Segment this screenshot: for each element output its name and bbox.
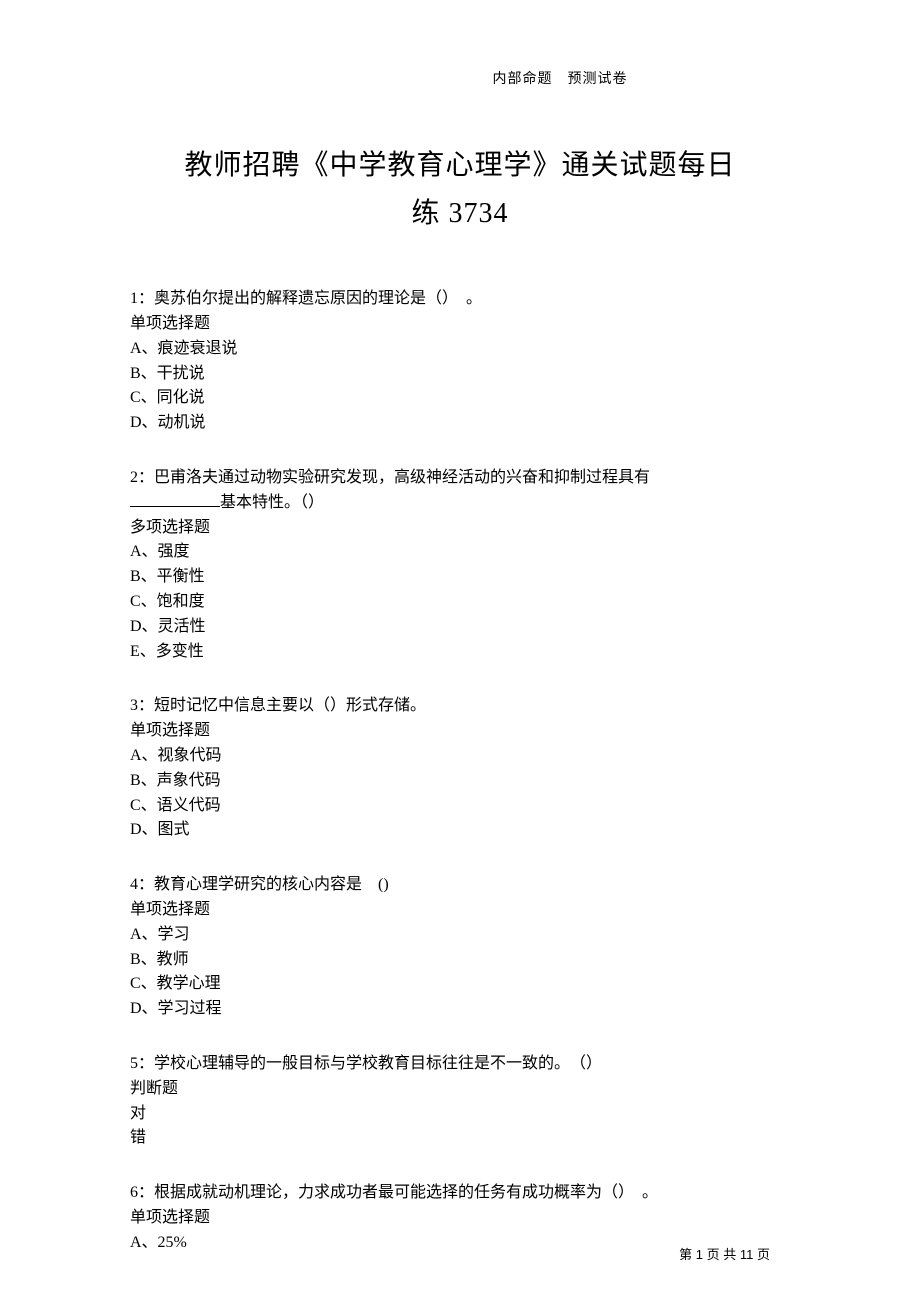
question-block: 1：奥苏伯尔提出的解释遗忘原因的理论是（） 。 单项选择题 A、痕迹衰退说 B、… bbox=[130, 287, 790, 436]
option-false: 错 bbox=[130, 1126, 790, 1151]
page-total: 11 bbox=[740, 1247, 754, 1262]
q-text-b: 基本特性。（） bbox=[220, 494, 324, 511]
page-footer: 第 1 页 共 11 页 bbox=[679, 1244, 770, 1263]
q-num: 6 bbox=[130, 1184, 138, 1201]
option-e: E、多变性 bbox=[130, 640, 790, 665]
q-num: 5 bbox=[130, 1055, 138, 1072]
option-c: C、语义代码 bbox=[130, 794, 790, 819]
option-c: C、教学心理 bbox=[130, 972, 790, 997]
footer-mid: 页 共 bbox=[703, 1247, 740, 1262]
document-title: 教师招聘《中学教育心理学》通关试题每日 练 3734 bbox=[130, 142, 790, 237]
q-text: ：奥苏伯尔提出的解释遗忘原因的理论是（） 。 bbox=[138, 290, 482, 307]
option-c: C、同化说 bbox=[130, 386, 790, 411]
option-d: D、动机说 bbox=[130, 411, 790, 436]
question-type: 单项选择题 bbox=[130, 1206, 790, 1231]
question-block: 2：巴甫洛夫通过动物实验研究发现，高级神经活动的兴奋和抑制过程具有基本特性。（）… bbox=[130, 466, 790, 664]
question-type: 单项选择题 bbox=[130, 719, 790, 744]
q-text: ：教育心理学研究的核心内容是 () bbox=[138, 876, 389, 893]
fill-blank bbox=[130, 491, 220, 507]
question-type: 多项选择题 bbox=[130, 516, 790, 541]
title-line-2: 练 3734 bbox=[411, 198, 508, 229]
question-block: 3：短时记忆中信息主要以（）形式存储。 单项选择题 A、视象代码 B、声象代码 … bbox=[130, 694, 790, 843]
option-b: B、教师 bbox=[130, 948, 790, 973]
question-type: 单项选择题 bbox=[130, 312, 790, 337]
q-text: ：短时记忆中信息主要以（）形式存储。 bbox=[138, 697, 426, 714]
option-b: B、平衡性 bbox=[130, 565, 790, 590]
question-type: 判断题 bbox=[130, 1077, 790, 1102]
question-type: 单项选择题 bbox=[130, 898, 790, 923]
footer-suffix: 页 bbox=[753, 1247, 770, 1262]
option-a: A、强度 bbox=[130, 540, 790, 565]
question-block: 4：教育心理学研究的核心内容是 () 单项选择题 A、学习 B、教师 C、教学心… bbox=[130, 873, 790, 1022]
option-b: B、声象代码 bbox=[130, 769, 790, 794]
q-num: 2 bbox=[130, 469, 138, 486]
option-d: D、图式 bbox=[130, 818, 790, 843]
q-num: 1 bbox=[130, 290, 138, 307]
q-num: 4 bbox=[130, 876, 138, 893]
option-a: A、痕迹衰退说 bbox=[130, 337, 790, 362]
page-current: 1 bbox=[696, 1247, 703, 1262]
question-stem: 4：教育心理学研究的核心内容是 () bbox=[130, 873, 790, 898]
option-true: 对 bbox=[130, 1102, 790, 1127]
option-a: A、学习 bbox=[130, 923, 790, 948]
q-text: ：学校心理辅导的一般目标与学校教育目标往往是不一致的。 （） bbox=[138, 1055, 602, 1072]
question-stem: 3：短时记忆中信息主要以（）形式存储。 bbox=[130, 694, 790, 719]
question-stem: 5：学校心理辅导的一般目标与学校教育目标往往是不一致的。 （） bbox=[130, 1052, 790, 1077]
page-container: 内部命题 预测试卷 教师招聘《中学教育心理学》通关试题每日 练 3734 1：奥… bbox=[0, 0, 920, 1255]
option-b: B、干扰说 bbox=[130, 362, 790, 387]
question-stem: 2：巴甫洛夫通过动物实验研究发现，高级神经活动的兴奋和抑制过程具有基本特性。（） bbox=[130, 466, 790, 516]
option-c: C、饱和度 bbox=[130, 590, 790, 615]
option-d: D、学习过程 bbox=[130, 997, 790, 1022]
footer-prefix: 第 bbox=[679, 1247, 696, 1262]
question-block: 5：学校心理辅导的一般目标与学校教育目标往往是不一致的。 （） 判断题 对 错 bbox=[130, 1052, 790, 1151]
header-label: 内部命题 预测试卷 bbox=[130, 68, 790, 88]
option-d: D、灵活性 bbox=[130, 615, 790, 640]
title-line-1: 教师招聘《中学教育心理学》通关试题每日 bbox=[184, 150, 735, 181]
option-a: A、视象代码 bbox=[130, 744, 790, 769]
q-text: ：根据成就动机理论，力求成功者最可能选择的任务有成功概率为（） 。 bbox=[138, 1184, 658, 1201]
question-stem: 1：奥苏伯尔提出的解释遗忘原因的理论是（） 。 bbox=[130, 287, 790, 312]
q-num: 3 bbox=[130, 697, 138, 714]
question-stem: 6：根据成就动机理论，力求成功者最可能选择的任务有成功概率为（） 。 bbox=[130, 1181, 790, 1206]
q-text-a: ：巴甫洛夫通过动物实验研究发现，高级神经活动的兴奋和抑制过程具有 bbox=[138, 469, 650, 486]
